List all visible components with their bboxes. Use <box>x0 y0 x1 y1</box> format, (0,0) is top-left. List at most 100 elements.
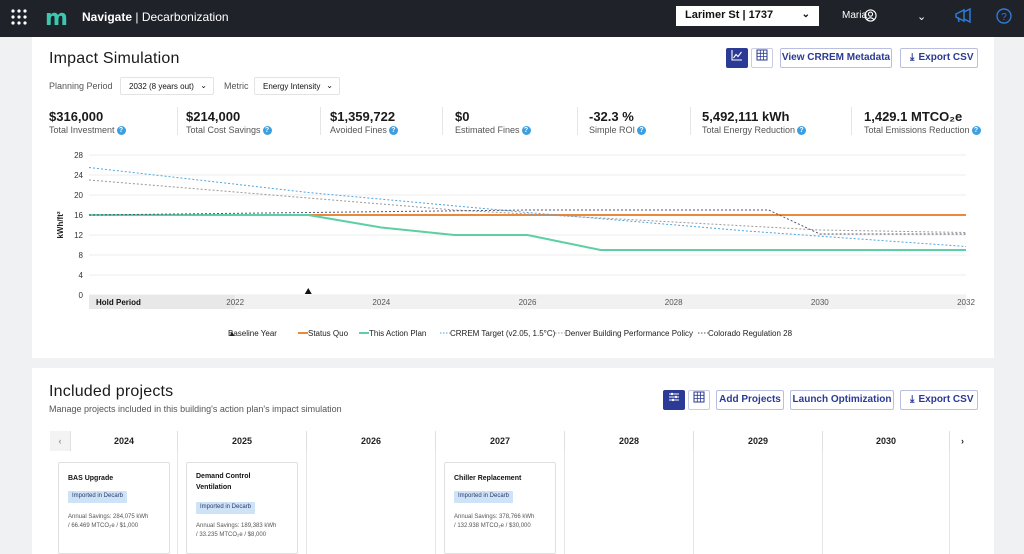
top-bar: m Navigate | Decarbonization Larimer St … <box>0 0 1024 37</box>
project-card-demand-control-ventilation[interactable]: Demand Control Ventilation Imported in D… <box>186 462 298 554</box>
info-icon[interactable]: ? <box>388 126 398 136</box>
info-icon[interactable]: ? <box>116 126 126 136</box>
y-tick-label: 8 <box>79 251 84 260</box>
year-column <box>694 451 823 554</box>
year-column <box>178 451 307 554</box>
x-tick-label: 2030 <box>811 298 829 307</box>
export-csv-button[interactable]: ⤓ Export CSV <box>900 390 978 410</box>
user-icon[interactable] <box>864 9 877 22</box>
add-projects-button[interactable]: Add Projects <box>716 390 784 410</box>
y-tick-label: 12 <box>74 231 83 240</box>
divider <box>177 107 178 135</box>
status-badge: Imported in Decarb <box>196 502 256 514</box>
x-tick-label: 2032 <box>957 298 975 307</box>
timeline-prev-button[interactable]: ‹ <box>50 431 71 451</box>
download-icon: ⤓ <box>910 394 915 405</box>
info-icon[interactable]: ? <box>262 126 272 136</box>
legend-swatch <box>440 332 450 334</box>
chart-view-button[interactable] <box>726 48 748 68</box>
year-header: 2030 <box>823 431 950 451</box>
metric-select[interactable]: Energy Intensity ⌄ <box>254 77 340 95</box>
launch-optimization-button[interactable]: Launch Optimization <box>790 390 894 410</box>
series-line-4 <box>88 209 966 235</box>
user-menu-chevron-icon[interactable]: ⌄ <box>917 11 927 23</box>
view-crrem-metadata-button[interactable]: View CRREM Metadata <box>780 48 892 68</box>
hold-period-label: Hold Period <box>96 298 141 307</box>
export-csv-button[interactable]: ⤓ Export CSV <box>900 48 978 68</box>
y-tick-label: 24 <box>74 171 83 180</box>
year-column <box>565 451 694 554</box>
year-header: 2025 <box>178 431 307 451</box>
timeline-view-button[interactable] <box>663 390 685 410</box>
download-icon: ⤓ <box>910 52 915 63</box>
chevron-down-icon: ⌄ <box>801 9 810 20</box>
legend-this-action-plan[interactable]: This Action Plan <box>359 329 426 338</box>
sliders-icon <box>669 392 679 402</box>
building-select[interactable]: Larimer St | 1737 ⌄ <box>676 6 819 26</box>
legend-status-quo[interactable]: Status Quo <box>298 329 348 338</box>
svg-text:?: ? <box>1001 12 1007 23</box>
x-tick-label: 2028 <box>665 298 683 307</box>
user-name[interactable]: Maria <box>842 10 868 21</box>
legend-swatch <box>359 332 369 334</box>
series-line-2 <box>88 167 967 247</box>
chevron-right-icon: › <box>961 436 964 446</box>
line-chart-icon <box>731 50 742 61</box>
project-card-chiller-replacement[interactable]: Chiller Replacement Imported in Decarb A… <box>444 462 556 554</box>
info-icon[interactable]: ? <box>521 126 531 136</box>
series-line-3 <box>88 179 967 233</box>
energy-intensity-chart: 28 24 20 16 12 8 4 0 kWh/ft² Hold Period 2022 2024 2… <box>56 151 975 309</box>
megaphone-icon[interactable] <box>954 8 972 24</box>
timeline-next-button[interactable]: › <box>950 431 975 451</box>
legend-swatch <box>555 332 565 334</box>
app-grid-icon[interactable] <box>11 9 27 25</box>
legend-colorado-reg28[interactable]: Colorado Regulation 28 <box>698 329 792 338</box>
metric-label: Metric <box>224 81 249 91</box>
table-view-button[interactable] <box>688 390 710 410</box>
status-badge: Imported in Decarb <box>68 491 128 503</box>
year-header: 2027 <box>436 431 565 451</box>
year-column <box>307 451 436 554</box>
info-icon[interactable]: ? <box>971 126 981 136</box>
info-icon[interactable]: ? <box>637 126 647 136</box>
x-axis-band <box>235 295 966 309</box>
section-title: Included projects <box>49 383 174 400</box>
included-projects-card: Included projects Manage projects includ… <box>32 368 994 554</box>
triangle-icon: ▲ <box>228 329 236 338</box>
info-icon[interactable]: ? <box>797 126 807 136</box>
project-card-bas-upgrade[interactable]: BAS Upgrade Imported in Decarb Annual Sa… <box>58 462 170 554</box>
divider <box>320 107 321 135</box>
app-title: Navigate | Decarbonization <box>82 10 229 24</box>
help-icon[interactable]: ? <box>996 8 1012 24</box>
year-column <box>823 451 950 554</box>
year-header: 2028 <box>565 431 694 451</box>
divider <box>690 107 691 135</box>
planning-period-select[interactable]: 2032 (8 years out) ⌄ <box>120 77 214 95</box>
y-tick-label: 28 <box>74 151 83 160</box>
divider <box>851 107 852 135</box>
chevron-down-icon: ⌄ <box>326 81 333 90</box>
y-tick-label: 16 <box>74 211 83 220</box>
x-tick-label: 2024 <box>372 298 390 307</box>
legend-denver-bpp[interactable]: Denver Building Performance Policy <box>555 329 693 338</box>
x-tick-label: 2026 <box>519 298 537 307</box>
project-timeline: ‹ 2024 2025 2026 2027 2028 2029 2030 › B… <box>50 431 975 554</box>
y-axis-title: kWh/ft² <box>56 211 65 238</box>
y-tick-label: 0 <box>79 291 84 300</box>
table-icon <box>756 49 768 61</box>
planning-period-label: Planning Period <box>49 81 113 91</box>
table-view-button[interactable] <box>751 48 773 68</box>
chevron-left-icon: ‹ <box>58 436 62 446</box>
brand-logo[interactable]: m <box>45 6 68 31</box>
y-tick-label: 4 <box>79 271 84 280</box>
status-badge: Imported in Decarb <box>454 491 514 503</box>
divider <box>442 107 443 135</box>
hold-period-band <box>89 295 236 309</box>
table-icon <box>693 391 705 403</box>
year-header: 2024 <box>71 431 178 451</box>
year-header: 2026 <box>307 431 436 451</box>
impact-simulation-card: Impact Simulation View CRREM Metadata ⤓ E… <box>32 37 994 358</box>
year-column <box>436 451 565 554</box>
legend-crrem-target[interactable]: CRREM Target (v2.05, 1.5°C) <box>440 329 555 338</box>
year-column <box>50 451 178 554</box>
